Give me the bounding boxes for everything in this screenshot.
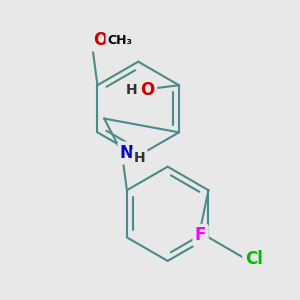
Text: H: H: [126, 83, 138, 97]
Text: Cl: Cl: [245, 250, 262, 268]
Text: N: N: [120, 144, 134, 162]
Text: CH₃: CH₃: [107, 34, 133, 46]
Text: F: F: [195, 226, 206, 244]
Text: O: O: [93, 31, 107, 49]
Text: O: O: [140, 81, 155, 99]
Text: H: H: [134, 151, 146, 165]
